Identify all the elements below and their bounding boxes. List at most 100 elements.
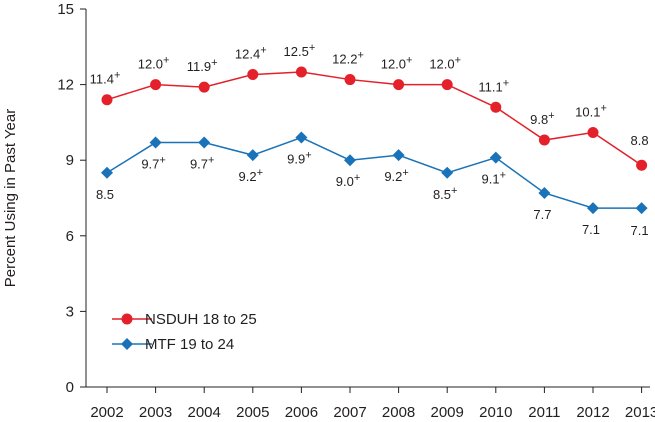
significance-marker: +: [159, 155, 165, 167]
data-point: [489, 151, 502, 164]
data-point: [198, 136, 211, 149]
data-point: [393, 79, 405, 91]
data-point: [441, 79, 453, 91]
data-point: [295, 66, 307, 78]
significance-marker: +: [455, 55, 461, 67]
significance-marker: +: [406, 55, 412, 67]
significance-marker: +: [354, 172, 360, 184]
data-point: [149, 136, 162, 149]
series-line: [106, 71, 643, 166]
data-label: 11.1+: [478, 77, 509, 94]
significance-marker: +: [114, 70, 120, 82]
data-label: 9.1+: [482, 170, 507, 187]
x-tick-label: 2005: [236, 404, 269, 421]
legend-item-1: MTF 19 to 24: [112, 336, 234, 353]
data-label: 9.7+: [141, 155, 166, 172]
significance-marker: +: [208, 155, 214, 167]
significance-marker: +: [211, 57, 217, 69]
data-label: 9.2+: [384, 167, 409, 184]
data-point: [538, 186, 551, 199]
series-layer: 11.4+ 12.0+ 11.9+ 12.4+ 12.5+ 12.2+ 12.0+ 12.0+…: [90, 42, 649, 238]
data-point: [636, 159, 648, 171]
data-point: [538, 134, 550, 146]
x-axis-ticks: 2002 2003 2004 2005 2006 2007 2008 2009 2010 2011…: [90, 387, 655, 421]
significance-marker: +: [451, 185, 457, 197]
x-tick-label: 2010: [479, 404, 512, 421]
x-tick-label: 2003: [139, 404, 172, 421]
data-label: 9.8+: [530, 110, 555, 127]
data-label: 12.5+: [284, 42, 316, 59]
y-tick-label: 9: [66, 152, 74, 169]
series-0: 11.4+ 12.0+ 11.9+ 12.4+ 12.5+ 12.2+ 12.0+ 12.0+…: [90, 42, 649, 171]
data-point: [198, 81, 210, 93]
data-label: 7.7: [533, 207, 551, 222]
y-tick-label: 3: [66, 303, 74, 320]
legend-marker: [121, 338, 133, 350]
data-point: [246, 149, 259, 162]
data-label: 12.2+: [332, 50, 364, 67]
significance-marker: +: [163, 55, 169, 67]
axes: [85, 9, 650, 388]
x-tick-label: 2012: [576, 404, 609, 421]
data-point: [247, 69, 259, 81]
data-label: 12.0+: [429, 55, 461, 72]
significance-marker: +: [500, 170, 506, 182]
significance-marker: +: [309, 42, 315, 54]
data-label: 11.9+: [187, 57, 218, 74]
data-label: 10.1+: [575, 102, 607, 119]
data-point: [490, 101, 502, 113]
data-label: 9.7+: [190, 155, 215, 172]
y-tick-label: 6: [66, 228, 74, 245]
data-point: [587, 202, 599, 215]
series-1: 8.5 9.7+ 9.7+ 9.2+ 9.9+ 9.0+ 9.2+ 8.5+ 9.1+ 7.7 7.…: [96, 131, 649, 238]
y-tick-label: 15: [57, 1, 74, 18]
data-label: 12.4+: [235, 45, 267, 62]
data-label: 7.1: [582, 222, 600, 237]
x-tick-label: 2006: [285, 404, 318, 421]
significance-marker: +: [503, 77, 509, 89]
data-point: [344, 74, 356, 86]
data-point: [635, 202, 648, 215]
x-tick-label: 2007: [333, 404, 366, 421]
x-tick-label: 2008: [382, 404, 415, 421]
x-tick-label: 2004: [188, 404, 221, 421]
y-tick-label: 12: [57, 77, 74, 94]
significance-marker: +: [402, 167, 408, 179]
legend: NSDUH 18 to 25 MTF 19 to 24: [112, 311, 257, 353]
significance-marker: +: [260, 45, 266, 57]
significance-marker: +: [357, 50, 363, 62]
data-label: 11.4+: [90, 70, 121, 87]
x-tick-label: 2013: [625, 404, 655, 421]
y-axis-ticks: 0 3 6 9 12 15: [57, 1, 86, 396]
x-tick-label: 2011: [528, 404, 560, 421]
legend-label: NSDUH 18 to 25: [145, 311, 257, 328]
significance-marker: +: [548, 110, 554, 122]
x-tick-label: 2002: [90, 404, 123, 421]
data-point: [101, 166, 113, 179]
data-label: 9.0+: [336, 172, 361, 189]
series-line: [106, 136, 642, 209]
significance-marker: +: [600, 102, 606, 114]
data-label: 8.8: [631, 133, 649, 148]
legend-marker: [121, 313, 133, 325]
data-point: [295, 131, 308, 144]
data-label: 8.5+: [433, 185, 458, 202]
data-label: 12.0+: [381, 55, 413, 72]
data-label: 9.9+: [287, 150, 312, 167]
data-label: 9.2+: [239, 167, 264, 184]
legend-item-0: NSDUH 18 to 25: [112, 311, 257, 328]
data-point: [587, 126, 599, 138]
data-point: [392, 149, 405, 162]
data-point: [344, 154, 356, 167]
data-label: 12.0+: [138, 55, 170, 72]
legend-label: MTF 19 to 24: [145, 336, 234, 353]
data-point: [150, 79, 162, 91]
significance-marker: +: [305, 150, 311, 162]
data-label: 7.1: [631, 223, 649, 238]
data-label: 8.5: [96, 187, 114, 202]
y-tick-label: 0: [66, 379, 74, 396]
significance-marker: +: [257, 167, 263, 179]
data-point: [101, 94, 113, 106]
x-tick-label: 2009: [431, 404, 464, 421]
